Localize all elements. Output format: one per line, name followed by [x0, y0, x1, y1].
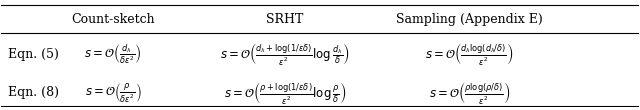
Text: $s = \mathcal{O}\left(\frac{d_\lambda}{\delta\varepsilon^2}\right)$: $s = \mathcal{O}\left(\frac{d_\lambda}{\… — [84, 42, 141, 66]
Text: Count-sketch: Count-sketch — [71, 13, 155, 26]
Text: $s = \mathcal{O}\left(\frac{\rho\log(\rho/\delta)}{\varepsilon^2}\right)$: $s = \mathcal{O}\left(\frac{\rho\log(\rh… — [429, 80, 510, 106]
Text: Eqn. (8): Eqn. (8) — [8, 86, 59, 99]
Text: $s = \mathcal{O}\left(\frac{\rho}{\delta\varepsilon^2}\right)$: $s = \mathcal{O}\left(\frac{\rho}{\delta… — [84, 81, 141, 104]
Text: $s = \mathcal{O}\left(\frac{\rho + \log(1/\varepsilon\delta)}{\varepsilon^2}\log: $s = \mathcal{O}\left(\frac{\rho + \log(… — [224, 80, 346, 106]
Text: SRHT: SRHT — [266, 13, 303, 26]
Text: Eqn. (5): Eqn. (5) — [8, 48, 59, 60]
Text: Sampling (Appendix E): Sampling (Appendix E) — [396, 13, 543, 26]
Text: $s = \mathcal{O}\left(\frac{d_\lambda\log(d_\lambda/\delta)}{\varepsilon^2}\righ: $s = \mathcal{O}\left(\frac{d_\lambda\lo… — [426, 41, 514, 67]
Text: $s = \mathcal{O}\left(\frac{d_\lambda + \log(1/\varepsilon\delta)}{\varepsilon^2: $s = \mathcal{O}\left(\frac{d_\lambda + … — [220, 41, 350, 67]
